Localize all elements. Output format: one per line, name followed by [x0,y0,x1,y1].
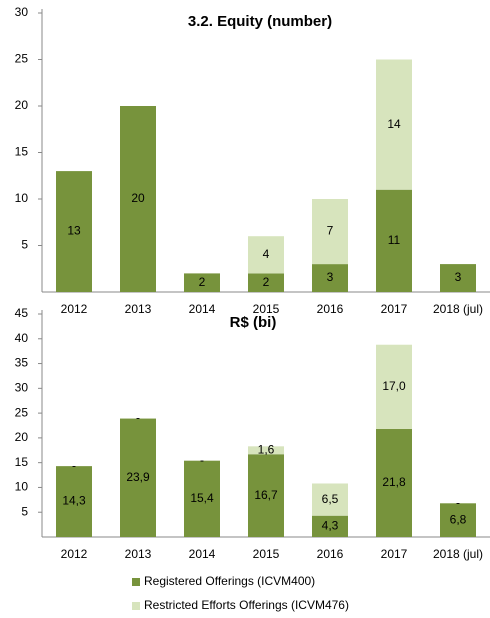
y-tick-label: 20 [15,98,29,112]
y-tick-label: 15 [15,455,29,469]
data-label: - [136,411,140,425]
y-tick-label: 15 [15,145,29,159]
data-label: 13 [67,224,81,238]
data-label: 2 [263,275,270,289]
bar-segment [376,59,412,190]
data-label: 1,6 [258,442,275,456]
y-tick-label: 5 [21,238,28,252]
legend-label: Registered Offerings (ICVM400) [144,574,315,588]
data-label: 20 [131,191,145,205]
data-label: - [200,453,204,467]
bar-segment [184,460,220,537]
data-label: 14 [387,117,401,131]
bar-segment [376,344,412,429]
bar-segment [440,503,476,537]
data-label: 15,4 [190,491,214,505]
x-tick-label: 2013 [125,302,152,316]
x-tick-label: 2017 [381,302,408,316]
x-tick-label: 2018 (jul) [433,547,483,561]
bar-segment [312,199,348,265]
y-tick-label: 35 [15,356,29,370]
chart-title: 3.2. Equity (number) [188,13,332,30]
bar-segment [312,264,348,292]
bar-segment [248,273,284,292]
bar-segment [56,171,92,292]
bar-segment [312,515,348,537]
data-label: 14,3 [62,494,86,508]
bar-segment [248,446,284,455]
data-label: 3 [327,270,334,284]
x-tick-label: 2012 [61,302,88,316]
data-label: 11 [388,233,401,247]
x-tick-label: 2013 [125,547,152,561]
legend-swatch [132,578,140,586]
data-label: 7 [327,224,334,238]
x-tick-label: 2014 [189,302,216,316]
x-tick-label: 2017 [381,547,408,561]
data-label: 16,7 [254,488,278,502]
data-label: - [72,458,76,472]
data-label: 21,8 [382,475,406,489]
y-tick-label: 20 [15,430,29,444]
bar-segment [376,428,412,537]
bar-segment [248,454,284,537]
bar-segment [440,264,476,292]
y-tick-label: 45 [15,306,29,320]
y-tick-label: 10 [15,480,29,494]
bar-segment [56,466,92,537]
y-tick-label: 30 [15,5,29,19]
data-label: - [456,495,460,509]
data-label: 2 [199,275,206,289]
legend-label: Restricted Efforts Offerings (ICVM476) [144,598,349,612]
chart-title: R$ (bi) [230,314,277,331]
data-label: 3 [455,270,462,284]
x-tick-label: 2015 [253,302,280,316]
bar-segment [248,236,284,274]
bar-segment [120,418,156,537]
data-label: 4 [263,247,270,261]
data-label: 6,8 [450,512,467,526]
bar-segment [120,106,156,292]
x-tick-label: 2015 [253,547,280,561]
x-tick-label: 2012 [61,547,88,561]
y-tick-label: 10 [15,191,29,205]
x-tick-label: 2014 [189,547,216,561]
x-tick-label: 2018 (jul) [433,302,483,316]
bar-segment [312,483,348,516]
legend-swatch [132,602,140,610]
bar-segment [184,273,220,292]
y-tick-label: 5 [21,504,28,518]
data-label: 4,3 [322,519,339,533]
data-label: 17,0 [382,379,406,393]
data-label: 6,5 [322,492,339,506]
y-tick-label: 25 [15,405,29,419]
x-tick-label: 2016 [317,547,344,561]
x-tick-label: 2016 [317,302,344,316]
data-label: 23,9 [126,470,150,484]
y-tick-label: 25 [15,52,29,66]
y-tick-label: 30 [15,381,29,395]
y-tick-label: 40 [15,331,29,345]
bar-segment [376,189,412,292]
